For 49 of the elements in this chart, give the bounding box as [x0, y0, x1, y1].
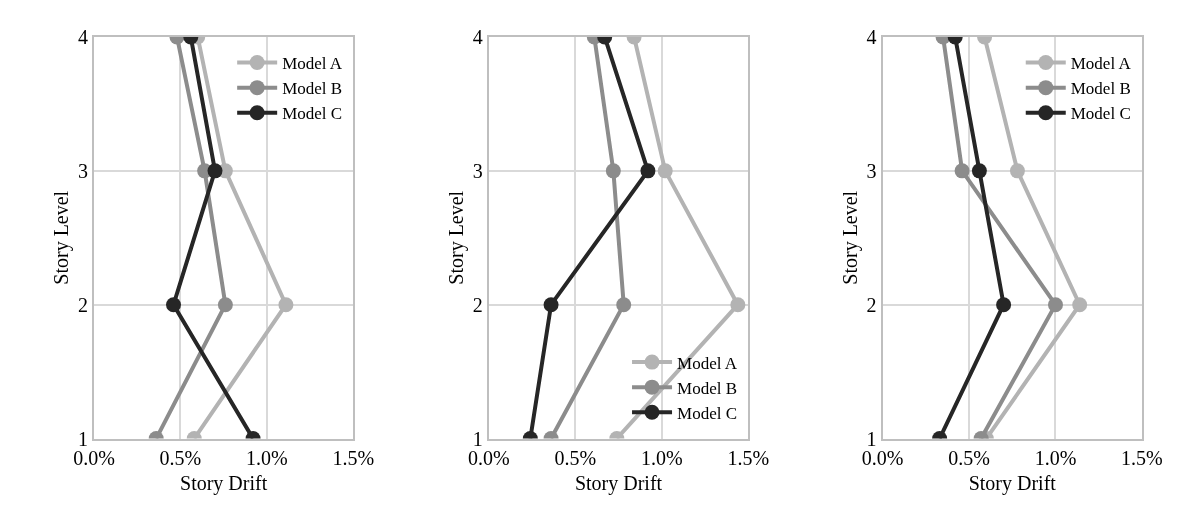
point [971, 163, 987, 179]
point [217, 297, 233, 313]
legend-label: Model C [1070, 104, 1131, 124]
point [730, 297, 746, 313]
y-tick-label: 4 [77, 25, 88, 48]
y-tick-label: 3 [77, 159, 88, 182]
point [166, 297, 181, 313]
legend-label: Model B [677, 378, 738, 398]
point [616, 297, 632, 313]
x-axis-title: Story Drift [574, 471, 663, 495]
x-tick-label: 1.0% [246, 446, 288, 469]
y-tick-label: 3 [866, 159, 877, 182]
y-tick-label: 4 [866, 25, 877, 48]
y-axis-title: Story Level [838, 190, 862, 285]
point [543, 297, 559, 313]
x-tick-label: 0.5% [554, 446, 597, 469]
legend-label: Model A [282, 54, 343, 74]
point [640, 163, 656, 179]
point [278, 297, 294, 313]
point [1047, 297, 1063, 313]
legend-label: Model A [677, 353, 738, 373]
x-tick-label: 1.0% [1034, 446, 1077, 469]
x-tick-label: 1.0% [640, 446, 683, 469]
y-axis-title: Story Level [49, 190, 73, 285]
x-tick-label: 1.5% [332, 446, 375, 469]
legend-label: Model B [1070, 79, 1131, 99]
legend-label: Model C [282, 104, 343, 124]
y-tick-label: 2 [77, 293, 88, 316]
point [605, 163, 621, 179]
y-tick-label: 2 [866, 293, 877, 316]
x-axis-title: Story Drift [180, 471, 268, 495]
y-axis-title: Story Level [444, 190, 468, 285]
x-tick-label: 0.5% [159, 446, 202, 469]
point [1009, 163, 1025, 179]
y-tick-label: 3 [472, 159, 483, 182]
point [207, 163, 223, 179]
legend-label: Model C [677, 403, 738, 423]
legend-label: Model A [1070, 54, 1132, 74]
y-tick-label: 2 [472, 293, 483, 316]
point [954, 163, 970, 179]
legend-label: Model B [282, 79, 343, 99]
point [996, 297, 1012, 313]
x-tick-label: 0.5% [948, 446, 990, 469]
x-tick-label: 1.5% [1121, 446, 1163, 469]
y-tick-label: 4 [472, 25, 483, 48]
point [1072, 297, 1088, 313]
x-tick-label: 1.5% [727, 446, 770, 469]
point [657, 163, 673, 179]
x-axis-title: Story Drift [968, 471, 1057, 495]
